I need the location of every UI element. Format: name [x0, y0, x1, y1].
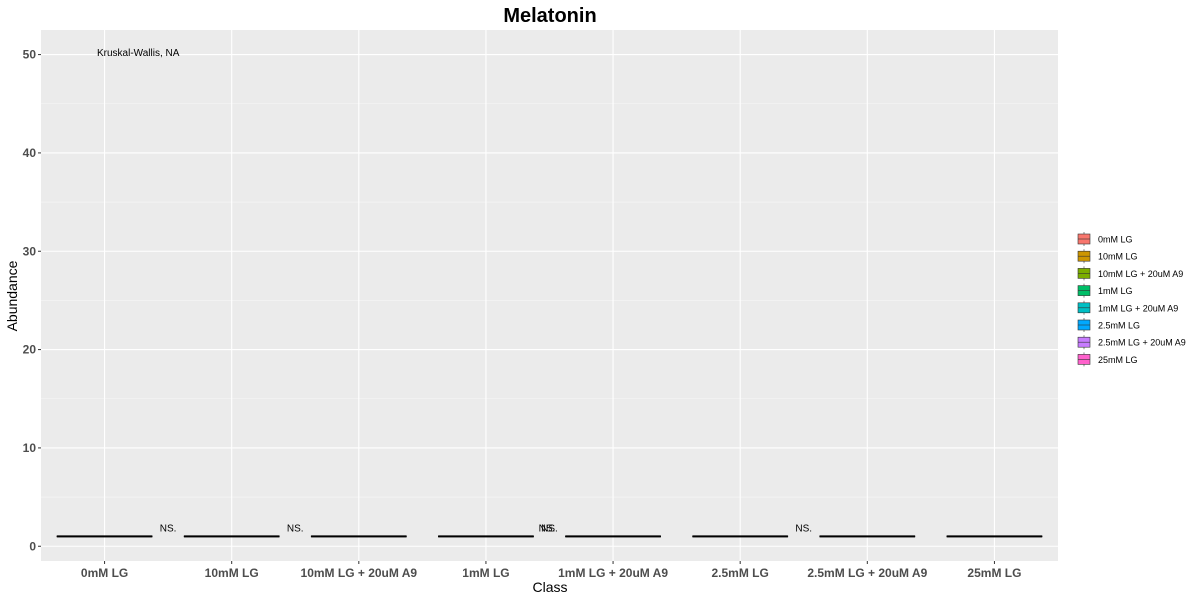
- legend-item: 1mM LG + 20uM A9: [1077, 300, 1178, 315]
- legend-item: 25mM LG: [1077, 352, 1138, 367]
- legend-item: 1mM LG: [1077, 283, 1133, 298]
- test-annotation: Kruskal-Wallis, NA: [97, 48, 180, 59]
- legend-item: 0mM LG: [1077, 232, 1133, 246]
- x-tick-label: 1mM LG + 20uM A9: [558, 566, 668, 580]
- y-tick-label: 0: [29, 539, 36, 553]
- legend-label: 10mM LG: [1098, 252, 1138, 262]
- x-tick-label: 0mM LG: [81, 566, 128, 580]
- y-tick-label: 20: [23, 343, 37, 357]
- significance-label: NS.: [287, 523, 304, 534]
- y-tick-label: 30: [23, 244, 37, 258]
- legend-label: 2.5mM LG + 20uM A9: [1098, 338, 1186, 348]
- plot-panel: [41, 30, 1058, 561]
- legend: 0mM LG 10mM LG 10mM LG + 20uM A9 1mM LG 1mM …: [1077, 232, 1186, 367]
- x-tick-label: 25mM LG: [967, 566, 1021, 580]
- x-tick-label: 10mM LG: [205, 566, 259, 580]
- y-axis-title: Abundance: [4, 260, 20, 331]
- y-tick-label: 40: [23, 146, 37, 160]
- legend-label: 1mM LG: [1098, 286, 1133, 296]
- x-axis-title: Class: [532, 579, 567, 595]
- significance-labels: NS. NS. NS.NS. NS.: [160, 523, 812, 534]
- y-tick-label: 10: [23, 441, 37, 455]
- x-tick-label: 2.5mM LG + 20uM A9: [807, 566, 927, 580]
- legend-item: 10mM LG: [1077, 249, 1138, 264]
- legend-label: 2.5mM LG: [1098, 321, 1140, 331]
- legend-item: 10mM LG + 20uM A9: [1077, 266, 1183, 281]
- legend-label: 25mM LG: [1098, 355, 1138, 365]
- y-tick-label: 50: [23, 48, 37, 62]
- legend-item: 2.5mM LG: [1077, 318, 1140, 332]
- legend-item: 2.5mM LG + 20uM A9: [1077, 335, 1186, 350]
- legend-label: 10mM LG + 20uM A9: [1098, 269, 1183, 279]
- significance-label: NS.: [541, 523, 558, 534]
- chart-title: Melatonin: [503, 5, 596, 27]
- x-tick-label: 10mM LG + 20uM A9: [301, 566, 418, 580]
- x-tick-label: 2.5mM LG: [712, 566, 769, 580]
- y-axis: 0 10 20 30 40 50: [23, 48, 41, 553]
- legend-label: 0mM LG: [1098, 235, 1133, 245]
- box-series: [56, 535, 1043, 538]
- legend-label: 1mM LG + 20uM A9: [1098, 303, 1178, 313]
- significance-label: NS.: [795, 523, 812, 534]
- grid-lines: [41, 30, 1058, 561]
- significance-label: NS.: [539, 523, 556, 534]
- significance-label: NS.: [160, 523, 177, 534]
- x-tick-label: 1mM LG: [462, 566, 509, 580]
- x-axis: 0mM LG 10mM LG 10mM LG + 20uM A9 1mM LG 1mM …: [81, 561, 1021, 580]
